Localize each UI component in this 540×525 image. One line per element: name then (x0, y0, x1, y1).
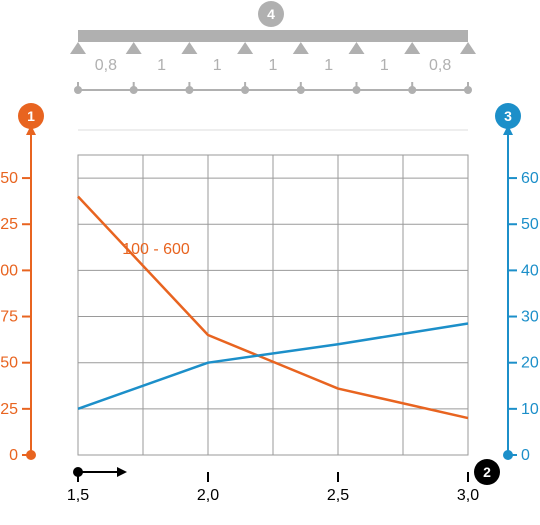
beam-span-label-6: 0,8 (429, 57, 451, 74)
y-left-label-2: 0,50 (0, 355, 18, 372)
y-left-label-0: 0 (9, 447, 18, 464)
badge-4-text: 4 (267, 6, 275, 22)
beam-tick-dot-7 (464, 86, 472, 94)
x-tick-label-3: 3,0 (457, 487, 479, 504)
badge-3: 3 (495, 103, 521, 129)
beam-span-label-4: 1 (324, 57, 333, 74)
beam-span-label-3: 1 (268, 57, 277, 74)
y-right-label-1: 10 (521, 401, 539, 418)
beam-span-label-5: 1 (380, 57, 389, 74)
series-orange-label: 100 - 600 (122, 241, 190, 258)
y-left-label-6: 1,50 (0, 170, 18, 187)
y-left-label-4: 1,00 (0, 262, 18, 279)
beam-bar (78, 30, 468, 42)
beam-tick-dot-3 (241, 86, 249, 94)
x-tick-label-2: 2,5 (327, 487, 349, 504)
badge-2: 2 (474, 459, 500, 485)
beam-tick-dot-1 (130, 86, 138, 94)
y-right-label-4: 40 (521, 262, 539, 279)
x-tick-label-0: 1,5 (67, 487, 89, 504)
beam-tick-dot-4 (297, 86, 305, 94)
beam-tick-dot-0 (74, 86, 82, 94)
beam-span-label-0: 0,8 (95, 57, 117, 74)
y-right-label-2: 20 (521, 355, 539, 372)
y-right-label-0: 0 (521, 447, 530, 464)
badge-1-text: 1 (27, 108, 35, 124)
y-right-label-3: 30 (521, 309, 539, 326)
badge-1: 1 (18, 103, 44, 129)
beam-span-label-1: 1 (157, 57, 166, 74)
x-tick-label-1: 2,0 (197, 487, 219, 504)
beam-span-label-2: 1 (213, 57, 222, 74)
beam-tick-dot-5 (353, 86, 361, 94)
badge-4: 4 (258, 1, 284, 27)
y-left-label-3: 0,75 (0, 309, 18, 326)
beam-tick-dot-2 (185, 86, 193, 94)
beam-tick-dot-6 (408, 86, 416, 94)
y-right-label-5: 50 (521, 216, 539, 233)
y-left-label-1: 0,25 (0, 401, 18, 418)
canvas-bg (0, 0, 540, 525)
badge-3-text: 3 (504, 108, 512, 124)
y-left-label-5: 1,25 (0, 216, 18, 233)
y-right-label-6: 60 (521, 170, 539, 187)
badge-2-text: 2 (483, 464, 491, 480)
